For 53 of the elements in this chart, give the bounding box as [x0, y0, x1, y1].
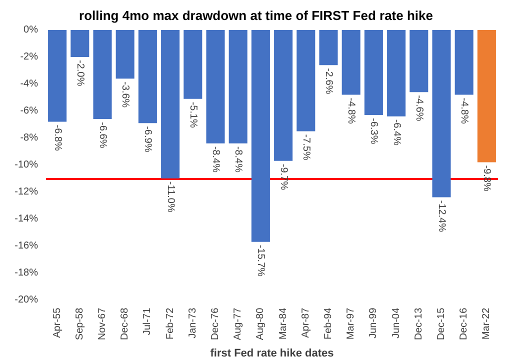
x-tick-label: Jul-71 — [142, 307, 154, 336]
y-tick-label: -4% — [20, 78, 38, 90]
data-label: -12.4% — [436, 200, 447, 232]
y-tick-label: -6% — [20, 105, 38, 116]
data-label: -15.7% — [255, 244, 266, 277]
x-tick-label: Dec-76 — [210, 307, 221, 340]
x-tick-label: Jun-99 — [368, 307, 380, 338]
x-tick-label: Feb-94 — [323, 307, 334, 340]
x-tick-label: Dec-68 — [120, 307, 131, 340]
data-label: -2.0% — [74, 60, 86, 86]
x-tick-label: Mar-84 — [278, 307, 289, 340]
x-tick-label: Apr-55 — [52, 307, 63, 338]
x-tick-label: Feb-72 — [164, 307, 176, 340]
data-label: -8.4% — [232, 146, 244, 173]
y-tick-label: -14% — [14, 213, 38, 224]
y-tick-label: -10% — [14, 159, 38, 170]
data-label: -4.6% — [413, 95, 424, 122]
data-label: -6.8% — [52, 124, 63, 151]
y-tick-label: -16% — [14, 240, 38, 252]
data-label: -3.6% — [120, 82, 131, 108]
data-label: -5.1% — [187, 102, 198, 128]
data-label: -6.4% — [390, 119, 402, 146]
data-label: -11.0% — [164, 181, 176, 212]
data-label: -9.8% — [481, 165, 492, 192]
data-label: -8.4% — [210, 146, 221, 173]
y-tick-label: 0% — [24, 24, 38, 36]
data-label: -4.8% — [346, 98, 357, 124]
x-tick-label: Nov-67 — [97, 307, 108, 340]
chart-title: rolling 4mo max drawdown at time of FIRST Fed rate hike — [79, 8, 433, 23]
y-tick-label: -12% — [14, 186, 38, 198]
x-tick-label: Aug-77 — [232, 307, 244, 340]
x-tick-label: Aug-80 — [255, 307, 266, 340]
x-axis-title: first Fed rate hike dates — [210, 348, 334, 360]
data-label: -6.3% — [368, 118, 380, 144]
data-label: -4.8% — [458, 98, 470, 124]
x-tick-label: Jun-04 — [390, 307, 402, 338]
data-label: -6.9% — [142, 126, 154, 152]
x-tick-label: Dec-13 — [413, 307, 424, 340]
x-tick-label: Dec-15 — [436, 307, 447, 340]
x-tick-label: Sep-58 — [74, 307, 86, 340]
y-tick-label: -2% — [20, 51, 38, 62]
x-tick-label: Mar-22 — [481, 307, 492, 340]
data-label: -6.6% — [97, 122, 108, 148]
x-tick-label: Jan-73 — [187, 307, 198, 338]
data-label: -2.6% — [323, 68, 334, 94]
data-label: -7.5% — [300, 134, 312, 160]
y-tick-label: -18% — [14, 267, 38, 278]
x-tick-label: Apr-87 — [300, 307, 312, 338]
data-label: -9.7% — [278, 164, 289, 190]
x-tick-label: Dec-16 — [458, 307, 470, 340]
y-tick-label: -20% — [14, 294, 38, 306]
x-tick-label: Mar-97 — [346, 307, 357, 340]
y-tick-label: -8% — [20, 132, 38, 144]
